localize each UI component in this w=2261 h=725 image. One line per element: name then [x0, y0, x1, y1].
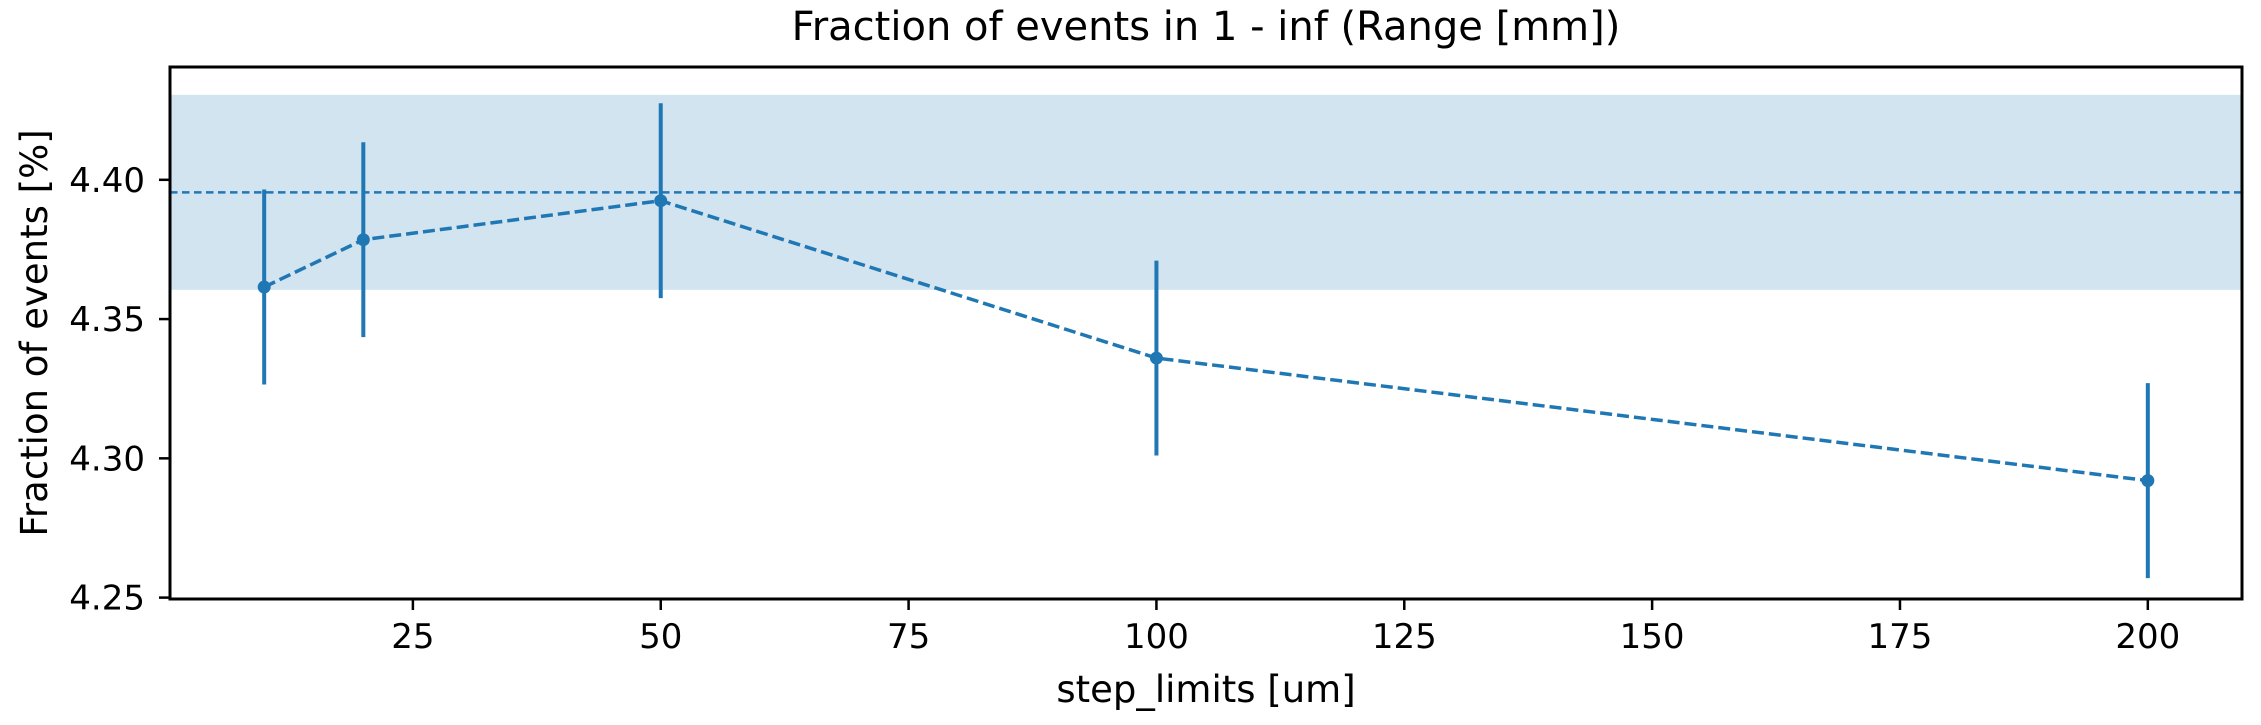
data-point: [2141, 474, 2155, 488]
x-tick-label: 150: [1620, 617, 1685, 657]
chart-title: Fraction of events in 1 - inf (Range [mm…: [792, 4, 1621, 50]
data-point: [356, 233, 370, 247]
x-tick-label: 175: [1868, 617, 1933, 657]
x-tick-label: 50: [639, 617, 682, 657]
y-tick-label: 4.40: [69, 161, 145, 201]
y-tick-label: 4.25: [69, 579, 145, 619]
chart-layers: 25 50 75 100 125 150 175 200 4.25 4.30 4.35 4.40: [69, 65, 2244, 657]
axes-spines: [168, 65, 2244, 601]
x-tick-label: 25: [391, 617, 434, 657]
y-tick-label: 4.30: [69, 439, 145, 479]
x-axis-label: step_limits [um]: [1056, 668, 1355, 711]
data-point: [1149, 351, 1163, 365]
x-tick-label: 200: [2115, 617, 2180, 657]
y-tick-label: 4.35: [69, 300, 145, 340]
y-axis-label: Fraction of events [%]: [13, 129, 56, 536]
data-point: [654, 194, 668, 208]
x-tick-label: 100: [1124, 617, 1189, 657]
data-point: [257, 280, 271, 294]
x-tick-label: 75: [887, 617, 930, 657]
x-tick-label: 125: [1372, 617, 1437, 657]
